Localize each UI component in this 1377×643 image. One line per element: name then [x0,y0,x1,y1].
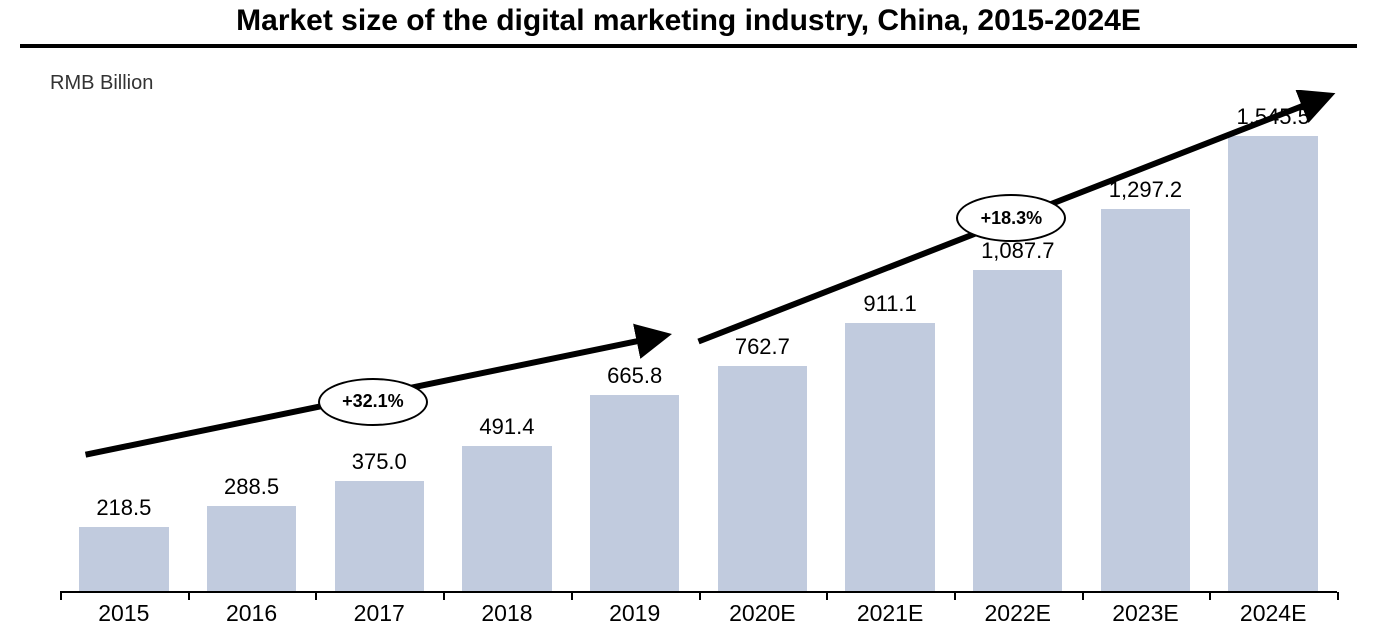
bar-rect [590,395,679,591]
x-axis-tick [60,592,62,600]
bar-rect [718,366,807,591]
bar-rect [207,506,296,591]
bar-slot: 375.0 [315,90,443,591]
bar-rect [973,270,1062,591]
bar-value-label: 1,545.5 [1236,104,1309,130]
x-axis-label: 2018 [443,600,571,627]
x-axis-label: 2019 [571,600,699,627]
x-axis-tick [571,592,573,600]
cagr-badge: +32.1% [318,378,428,426]
bar-rect [335,481,424,592]
x-axis-tick [443,592,445,600]
bar-slot: 1,297.2 [1082,90,1210,591]
bar-value-label: 491.4 [479,414,534,440]
x-axis-label: 2024E [1209,600,1337,627]
x-axis-tick [826,592,828,600]
bar-rect [1228,136,1317,591]
bar-value-label: 911.1 [863,291,916,317]
x-axis-label: 2022E [954,600,1082,627]
x-axis-label: 2016 [188,600,316,627]
x-axis-tick [1209,592,1211,600]
cagr-badge: +18.3% [956,194,1066,242]
bar-slot: 911.1 [826,90,954,591]
bar-slot: 218.5 [60,90,188,591]
x-axis-labels: 201520162017201820192020E2021E2022E2023E… [60,600,1337,627]
x-axis-label: 2023E [1082,600,1210,627]
bar-value-label: 375.0 [352,449,407,475]
bar-slot: 1,087.7 [954,90,1082,591]
bar-rect [462,446,551,591]
x-axis-label: 2021E [826,600,954,627]
bar-value-label: 665.8 [607,363,662,389]
bar-slot: 1,545.5 [1209,90,1337,591]
bar-value-label: 1,297.2 [1109,177,1182,203]
bar-slot: 665.8 [571,90,699,591]
x-axis-tick [954,592,956,600]
bar-rect [1101,209,1190,591]
x-axis-label: 2017 [315,600,443,627]
bar-slot: 288.5 [188,90,316,591]
bar-slot: 762.7 [699,90,827,591]
x-axis-label: 2020E [699,600,827,627]
x-axis-label: 2015 [60,600,188,627]
x-axis-tick [1082,592,1084,600]
bar-value-label: 762.7 [735,334,790,360]
x-axis-tick [1337,592,1339,600]
bar-rect [79,527,168,591]
x-axis-tick [188,592,190,600]
chart-area: 218.5 288.5 375.0 491.4 665.8 762.7 911.1 1,087… [60,90,1337,593]
bar-slot: 491.4 [443,90,571,591]
x-axis-tick [315,592,317,600]
chart-title: Market size of the digital marketing ind… [20,0,1357,48]
bar-rect [845,323,934,592]
bar-value-label: 218.5 [96,495,151,521]
bar-value-label: 1,087.7 [981,238,1054,264]
bar-value-label: 288.5 [224,474,279,500]
x-axis-tick [699,592,701,600]
bars-container: 218.5 288.5 375.0 491.4 665.8 762.7 911.1 1,087… [60,90,1337,593]
